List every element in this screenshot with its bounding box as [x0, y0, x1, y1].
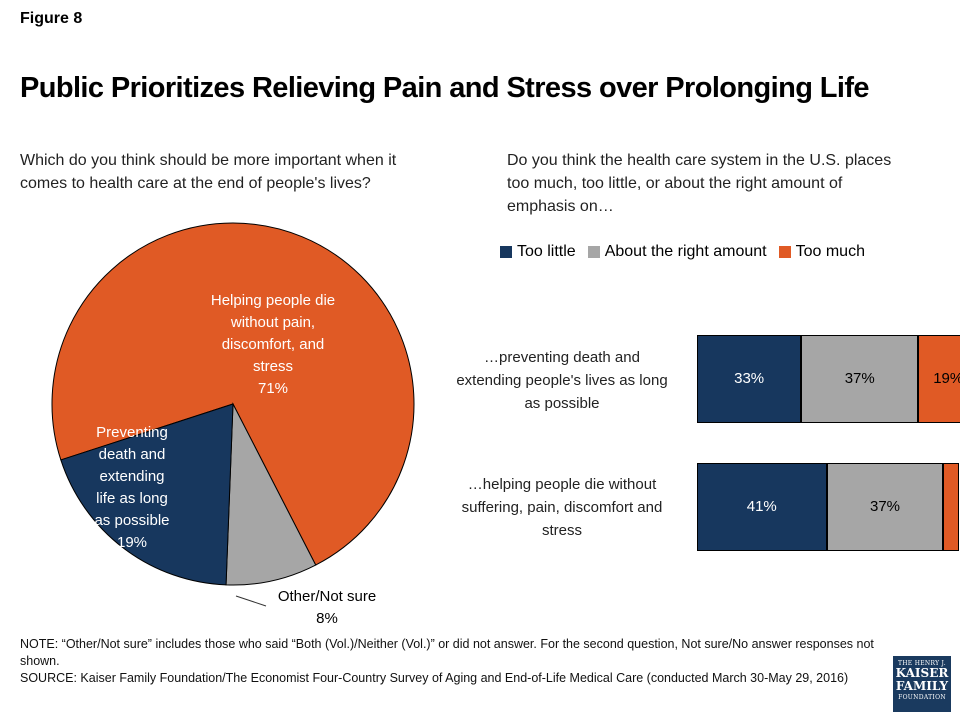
bar-legend: Too little About the right amount Too mu… — [500, 243, 877, 261]
pie-label-helping-line: without pain, — [230, 314, 316, 331]
bar-value-label: 37% — [844, 370, 875, 387]
bar-segment-too-little — [697, 335, 802, 423]
other-leader-line — [235, 595, 267, 607]
legend-swatch — [500, 246, 512, 258]
legend-label: Too little — [517, 243, 576, 260]
note-text: NOTE: “Other/Not sure” includes those wh… — [20, 637, 874, 668]
logo-line: KAISER — [895, 666, 949, 680]
figure-label: Figure 8 — [20, 10, 83, 27]
bar-category-line: …preventing death and — [484, 349, 640, 366]
pie-label-helping-line: Helping people die — [210, 292, 336, 309]
pie-label-preventing: Preventing death and extending life as l… — [72, 422, 192, 554]
bar-category-line: suffering, pain, discomfort and — [461, 499, 663, 516]
pie-label-preventing-line: life as long — [96, 490, 168, 507]
source-text: SOURCE: Kaiser Family Foundation/The Eco… — [20, 671, 849, 685]
bar-value-label: 19% — [933, 370, 960, 387]
pie-label-helping-line: stress — [252, 358, 293, 375]
pie-slice-other — [225, 402, 317, 586]
bar-category-helping: …helping people die without suffering, p… — [432, 473, 692, 542]
bar-category-preventing: …preventing death and extending people's… — [432, 346, 692, 415]
logo-line: THE HENRY J. — [897, 660, 947, 667]
page-title: Public Prioritizes Relieving Pain and St… — [20, 72, 870, 104]
legend-label: About the right amount — [604, 243, 767, 260]
pie-label-preventing-line: death and — [98, 446, 166, 463]
pie-slices — [51, 222, 415, 586]
bar-segment-about-right — [801, 335, 919, 423]
bar-value-label: 41% — [746, 498, 777, 515]
bar-segment-too-much — [943, 463, 960, 551]
pie-label-helping: Helping people die without pain, discomf… — [188, 290, 358, 400]
logo-line: FOUNDATION — [898, 694, 946, 701]
bar-segment-about-right — [826, 463, 944, 551]
pie-question: Which do you think should be more import… — [20, 152, 397, 192]
pie-label-other-line: Other/Not sure — [277, 588, 377, 605]
legend-item-about-right: About the right amount — [587, 243, 767, 261]
pie-label-helping-value: 71% — [257, 380, 289, 397]
bar-value-label: 37% — [869, 498, 901, 515]
logo-line: FAMILY — [895, 679, 949, 693]
kff-logo: THE HENRY J. KAISER FAMILY FOUNDATION — [893, 656, 951, 712]
legend-swatch — [778, 246, 791, 258]
legend-item-too-little: Too little — [500, 243, 576, 261]
bar-value-label: 33% — [734, 370, 765, 387]
pie-label-preventing-line: extending — [99, 468, 165, 485]
pie-slice-helping — [51, 222, 415, 566]
legend-item-too-much: Too much — [778, 243, 865, 261]
bar-segment-too-much — [918, 335, 960, 423]
legend-swatch — [587, 246, 600, 258]
chart-notes: NOTE: “Other/Not sure” includes those wh… — [20, 636, 880, 687]
bar-category-line: extending people's lives as long — [456, 372, 668, 389]
pie-label-other: Other/Not sure 8% — [262, 586, 392, 630]
pie-slice-preventing — [60, 403, 234, 586]
bar-category-line: …helping people die without — [467, 476, 657, 493]
legend-label: Too much — [795, 243, 865, 260]
pie-label-helping-line: discomfort, and — [221, 336, 325, 353]
pie-label-preventing-line: Preventing — [96, 424, 168, 441]
bar-segment-too-little — [697, 463, 827, 551]
pie-label-preventing-line: as possible — [94, 512, 170, 529]
bar-category-line: stress — [541, 522, 582, 539]
pie-label-preventing-value: 19% — [116, 534, 148, 551]
pie-label-other-value: 8% — [316, 610, 338, 627]
bar-question: Do you think the health care system in t… — [507, 152, 892, 215]
bar-category-line: as possible — [524, 395, 600, 412]
